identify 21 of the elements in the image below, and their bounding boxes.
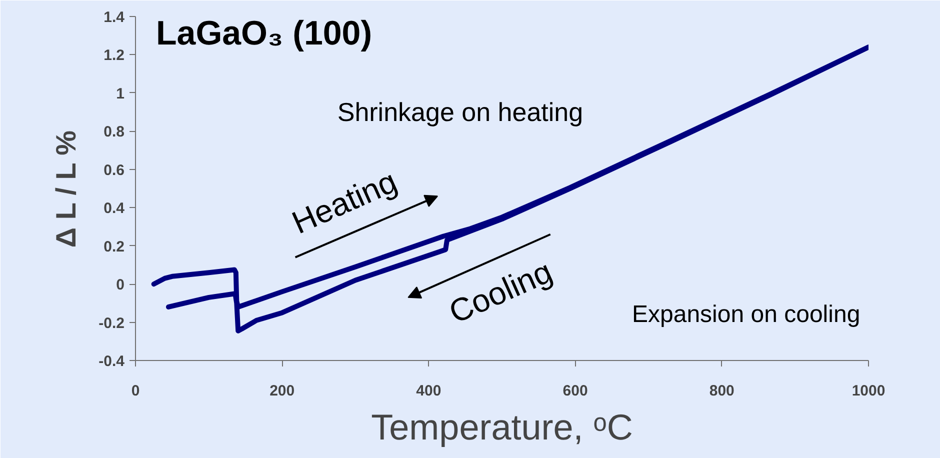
y-tick-label: 1.2	[104, 47, 125, 64]
annotation: Shrinkage on heating	[337, 97, 584, 128]
x-tick-label: 800	[709, 382, 734, 400]
x-tick-label: 200	[270, 382, 295, 400]
y-tick-label: 1.4	[104, 9, 126, 26]
y-tick-label: -0.2	[98, 314, 125, 332]
x-tick-label: 0	[131, 382, 140, 400]
chart-title: LaGaO₃ (100)	[156, 14, 372, 52]
y-axis-title: Δ L / L %	[50, 130, 82, 248]
x-tick-label: 1000	[852, 382, 886, 400]
y-tick-label: 0.2	[104, 238, 125, 256]
y-tick-label: 0.4	[104, 200, 126, 218]
x-tick-label: 400	[416, 382, 442, 400]
y-tick-label: 0.8	[104, 124, 125, 141]
y-tick-label: 0	[116, 276, 124, 294]
y-tick-label: -0.4	[98, 353, 126, 370]
annotation: Expansion on cooling	[632, 301, 860, 328]
y-tick-label: 1	[116, 85, 124, 102]
x-axis-title: Temperature, ᵒC	[371, 406, 633, 448]
y-tick-label: 0.6	[104, 162, 125, 179]
x-tick-label: 600	[562, 382, 588, 400]
